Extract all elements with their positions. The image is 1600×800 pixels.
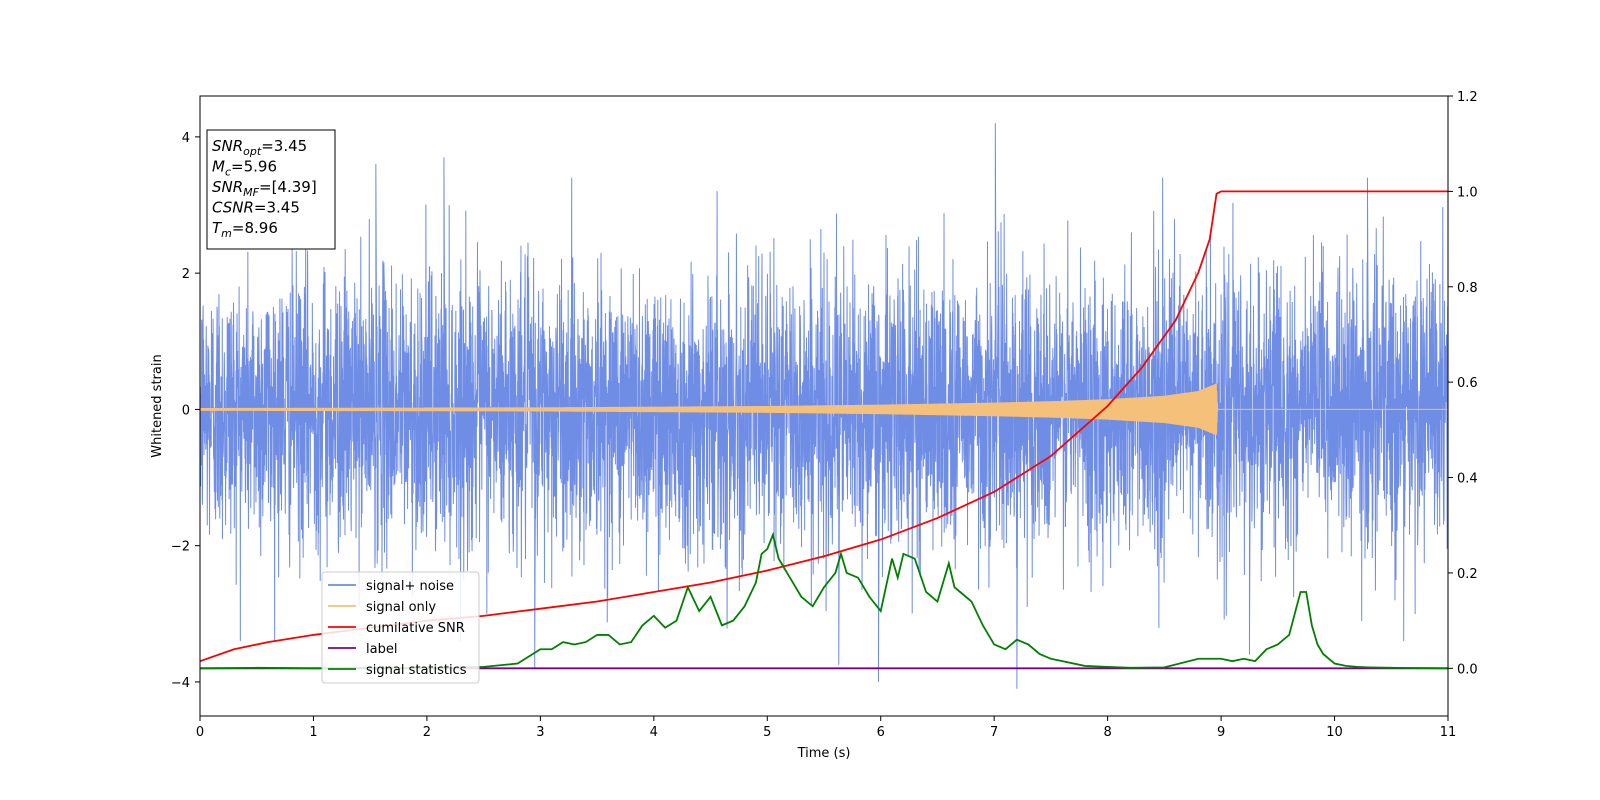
y-right-tick-label: 1.0 xyxy=(1457,185,1478,200)
y-left-tick-label: −4 xyxy=(171,676,190,691)
info-subscript: MF xyxy=(243,186,259,199)
info-symbol: SNR xyxy=(212,178,243,196)
legend-label: signal only xyxy=(366,600,436,615)
y-right-tick-label: 0.2 xyxy=(1457,567,1478,582)
info-value: =3.45 xyxy=(254,199,300,217)
y-right-tick-label: 0.0 xyxy=(1457,662,1478,677)
y-left-tick-label: −2 xyxy=(171,540,190,555)
legend-label: signal+ noise xyxy=(366,579,454,594)
info-symbol: SNR xyxy=(212,137,243,155)
plot-frame xyxy=(199,95,1449,717)
info-box-line: SNRopt=3.45 xyxy=(212,137,307,158)
y-left-tick-label: 4 xyxy=(182,131,190,146)
y-right-tick-label: 0.4 xyxy=(1457,472,1478,487)
plot-area xyxy=(200,123,1448,689)
legend: signal+ noise signal only cumilative SNR la… xyxy=(321,571,480,684)
info-box-line: Mc=5.96 xyxy=(212,158,277,179)
legend-frame xyxy=(321,571,480,684)
y-left-tick-label: 2 xyxy=(182,267,190,282)
info-subscript: m xyxy=(221,227,232,240)
info-value: =8.96 xyxy=(232,219,278,237)
x-tick-label: 3 xyxy=(536,725,544,740)
x-tick-label: 0 xyxy=(196,725,204,740)
series-signal-statistics xyxy=(200,531,1448,670)
info-symbol: M xyxy=(212,158,225,176)
y-axis-right: 0.0 0.2 0.4 0.6 0.8 1.0 1.2 xyxy=(1448,90,1478,677)
x-tick-label: 5 xyxy=(763,725,771,740)
y-right-tick-label: 0.8 xyxy=(1457,281,1478,296)
legend-label: signal statistics xyxy=(366,663,467,678)
info-box-frame xyxy=(206,129,336,250)
info-value: =3.45 xyxy=(261,137,307,155)
legend-label: cumilative SNR xyxy=(366,621,465,636)
info-symbol: CSNR xyxy=(212,199,254,217)
info-box-line: Tm=8.96 xyxy=(212,219,278,240)
info-value: =5.96 xyxy=(231,158,277,176)
y-axis-left: −4 −2 0 2 4 xyxy=(171,131,200,691)
x-tick-label: 7 xyxy=(990,725,998,740)
x-tick-label: 11 xyxy=(1440,725,1457,740)
info-subscript: c xyxy=(225,166,231,179)
x-tick-label: 10 xyxy=(1326,725,1343,740)
x-axis: 0 1 2 3 4 5 6 7 8 9 10 11 xyxy=(196,716,1456,740)
x-tick-label: 6 xyxy=(877,725,885,740)
info-symbol: T xyxy=(212,219,223,237)
x-axis-label: Time (s) xyxy=(797,746,851,761)
info-box-line: SNRMF=[4.39] xyxy=(212,178,317,199)
info-value: =[4.39] xyxy=(259,178,317,196)
x-tick-label: 1 xyxy=(309,725,317,740)
info-box: SNRopt=3.45Mc=5.96SNRMF=[4.39]CSNR=3.45T… xyxy=(206,129,336,250)
legend-label: label xyxy=(366,642,397,657)
y-left-tick-label: 0 xyxy=(182,403,190,418)
info-box-line: CSNR=3.45 xyxy=(212,199,300,217)
y-right-tick-label: 0.6 xyxy=(1457,376,1478,391)
y-right-tick-label: 1.2 xyxy=(1457,90,1478,105)
x-tick-label: 9 xyxy=(1217,725,1225,740)
x-tick-label: 2 xyxy=(423,725,431,740)
info-subscript: opt xyxy=(243,145,262,158)
x-tick-label: 4 xyxy=(650,725,658,740)
series-signal-only xyxy=(200,383,1448,436)
y-axis-label: Whitened strain xyxy=(150,354,165,457)
x-tick-label: 8 xyxy=(1103,725,1111,740)
